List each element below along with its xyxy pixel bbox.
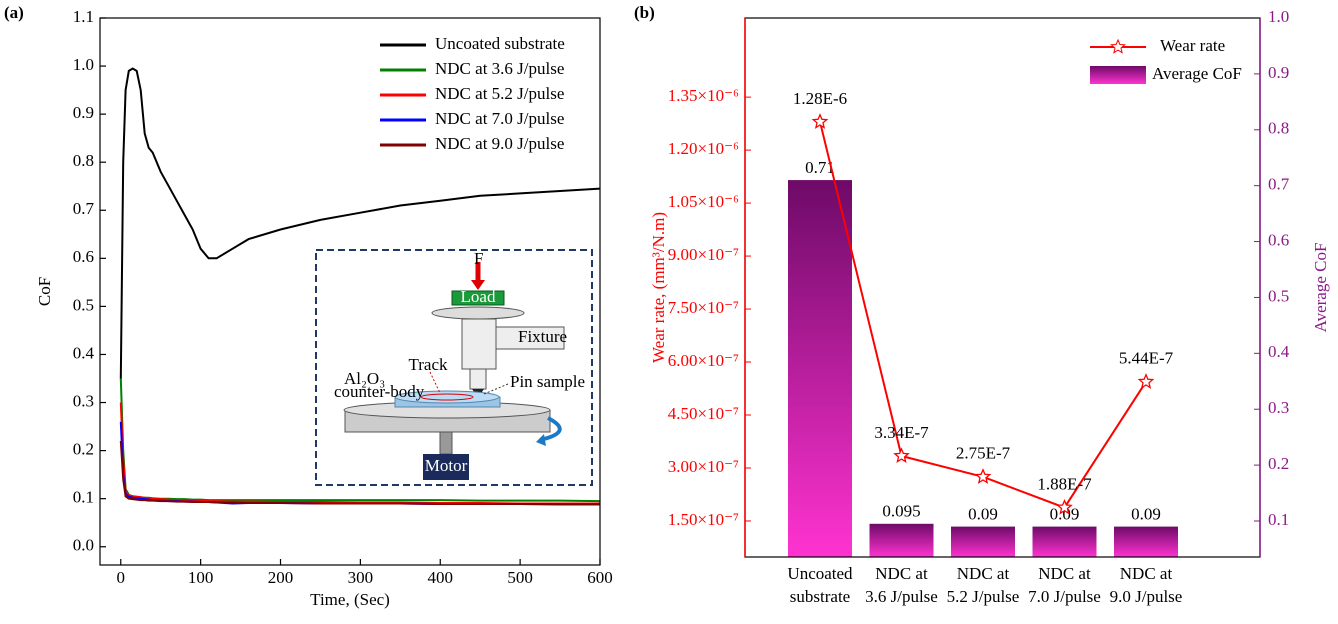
x-tick-label: Uncoated [787, 564, 853, 583]
y-tick-label: 0.9 [73, 103, 94, 122]
data-label: 2.75E-7 [956, 444, 1011, 463]
plot-frame [99, 17, 601, 566]
x-tick-label: NDC at [957, 564, 1010, 583]
data-line [119, 67, 601, 379]
y-tick-label: 4.50×10⁻⁷ [668, 404, 739, 423]
y-tick-label: 0.0 [73, 536, 94, 555]
inset-diagram: F Load Fixture Motor Track Pin sample Al… [315, 249, 593, 486]
star-marker [893, 447, 910, 463]
y-tick-label: 7.50×10⁻⁷ [668, 298, 739, 317]
y2-tick-label: 0.8 [1268, 119, 1289, 138]
x-tick-label: 3.6 J/pulse [865, 587, 938, 606]
y-axis-label: CoF [35, 277, 54, 306]
y-tick-label: 0.3 [73, 391, 94, 410]
bar [1114, 526, 1178, 557]
bar-value-label: 0.09 [1131, 505, 1161, 524]
inset-label: Al₂O₃ [344, 369, 385, 388]
y2-tick-label: 0.4 [1268, 342, 1290, 361]
inset-label: F [474, 249, 483, 268]
y-tick-label: 3.00×10⁻⁷ [668, 457, 739, 476]
inset-label: Fixture [518, 327, 567, 346]
x-tick-label: substrate [790, 587, 850, 606]
legend-label: NDC at 5.2 J/pulse [435, 84, 564, 103]
y-tick-label: 1.0 [73, 55, 94, 74]
x-tick-label: 0 [117, 568, 126, 587]
x-tick-label: 500 [507, 568, 533, 587]
y-tick-label: 9.00×10⁻⁷ [668, 245, 739, 264]
y-tick-label: 0.1 [73, 488, 94, 507]
y2-tick-label: 0.2 [1268, 454, 1289, 473]
bar [1032, 526, 1097, 557]
y-tick-label: 1.35×10⁻⁶ [668, 86, 739, 105]
x-tick-label: NDC at [875, 564, 928, 583]
panel-label: (b) [634, 3, 655, 22]
legend-label: NDC at 3.6 J/pulse [435, 59, 564, 78]
inset-label: Motor [425, 456, 468, 475]
legend-label: NDC at 7.0 J/pulse [435, 109, 564, 128]
x-tick-label: 400 [428, 568, 454, 587]
star-marker [811, 113, 829, 129]
y2-tick-label: 0.7 [1268, 175, 1290, 194]
y2-tick-label: 1.0 [1268, 7, 1289, 26]
x-axis-label: Time, (Sec) [310, 590, 390, 609]
y2-tick-label: 0.5 [1268, 286, 1289, 305]
x-tick-label: 600 [587, 568, 613, 587]
x-tick-label: 9.0 J/pulse [1110, 587, 1183, 606]
y-tick-label: 1.05×10⁻⁶ [668, 192, 739, 211]
bar [869, 523, 934, 557]
y-tick-label: 1.20×10⁻⁶ [668, 139, 739, 158]
inset-label: Track [408, 355, 448, 374]
bar [951, 526, 1015, 557]
bar-value-label: 0.09 [1050, 505, 1080, 524]
y-tick-label: 6.00×10⁻⁷ [668, 351, 739, 370]
inset-label: counter-body [334, 382, 425, 401]
data-label: 1.28E-6 [793, 89, 847, 108]
y2-tick-label: 0.3 [1268, 398, 1289, 417]
legend-swatch [1110, 38, 1126, 54]
x-tick-label: 300 [348, 568, 374, 587]
star-marker [974, 468, 992, 484]
y-tick-label: 0.5 [73, 295, 94, 314]
y-axis-label: Wear rate, (mm³/N.m) [649, 212, 668, 363]
star-marker [1137, 373, 1155, 389]
x-tick-label: 200 [268, 568, 294, 587]
x-tick-label: 7.0 J/pulse [1028, 587, 1101, 606]
x-tick-label: 100 [188, 568, 214, 587]
y2-tick-label: 0.1 [1268, 510, 1289, 529]
panel-label: (a) [4, 3, 24, 22]
star-marker [1056, 498, 1073, 515]
data-label: 3.34E-7 [874, 423, 929, 442]
y-tick-label: 0.6 [73, 247, 94, 266]
y2-axis-label: Average CoF [1311, 243, 1330, 333]
y-tick-label: 1.50×10⁻⁷ [668, 510, 739, 529]
bar-value-label: 0.09 [968, 505, 998, 524]
y-tick-label: 0.8 [73, 151, 94, 170]
x-tick-label: NDC at [1038, 564, 1091, 583]
inset-label: Pin sample [510, 372, 585, 391]
data-label: 5.44E-7 [1119, 349, 1174, 368]
y-tick-label: 0.7 [73, 199, 95, 218]
legend-label: Wear rate [1160, 36, 1225, 55]
bar-value-label: 0.71 [805, 158, 835, 177]
y-tick-label: 1.1 [73, 7, 94, 26]
legend-label: NDC at 9.0 J/pulse [435, 134, 564, 153]
data-line [119, 440, 600, 506]
x-tick-label: NDC at [1120, 564, 1173, 583]
bar-value-label: 0.095 [882, 502, 920, 521]
y-tick-label: 0.4 [73, 343, 95, 362]
data-label: 1.88E-7 [1037, 474, 1092, 493]
y2-tick-label: 0.6 [1268, 230, 1289, 249]
y2-tick-label: 0.9 [1268, 63, 1289, 82]
legend-swatch [1090, 66, 1146, 84]
legend-label: Uncoated substrate [435, 34, 565, 53]
y-tick-label: 0.2 [73, 440, 94, 459]
legend-label: Average CoF [1152, 64, 1242, 83]
x-tick-label: 5.2 J/pulse [947, 587, 1020, 606]
bar [788, 180, 852, 557]
inset-label: Load [461, 287, 496, 306]
